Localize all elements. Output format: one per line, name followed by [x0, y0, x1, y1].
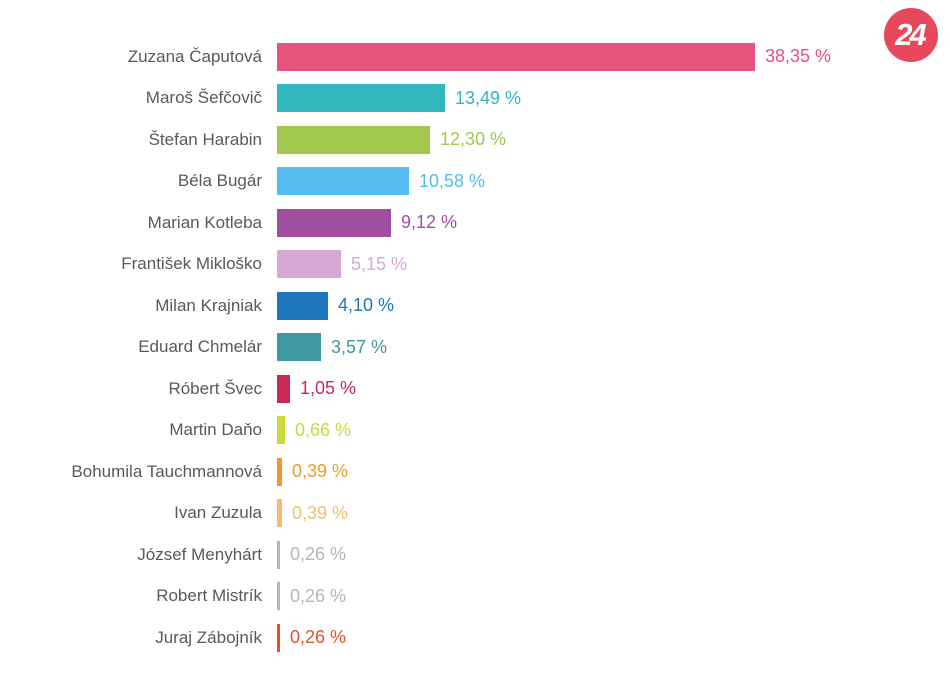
chart-row: Milan Krajniak 4,10 % [0, 285, 950, 327]
candidate-label: Robert Mistrík [156, 586, 262, 606]
bar-cell: 0,66 % [277, 416, 352, 445]
chart-row: Róbert Švec 1,05 % [0, 368, 950, 410]
chart-row: Bohumila Tauchmannová 0,39 % [0, 451, 950, 493]
bar-cell: 0,26 % [277, 540, 347, 569]
bar-cell: 1,05 % [277, 374, 357, 403]
bar-cell: 3,57 % [277, 333, 388, 362]
value-label: 0,66 % [295, 419, 352, 440]
bar [277, 42, 755, 71]
bar-cell: 12,30 % [277, 125, 507, 154]
bar [277, 540, 280, 569]
value-label: 0,39 % [292, 502, 349, 523]
candidate-label: József Menyhárt [137, 544, 262, 564]
value-label: 13,49 % [455, 87, 522, 108]
bar [277, 291, 328, 320]
candidate-label: Béla Bugár [177, 171, 262, 191]
chart-row: Štefan Harabin 12,30 % [0, 119, 950, 161]
candidate-label: Štefan Harabin [148, 129, 262, 149]
bar-chart: Zuzana Čaputová 38,35 % Maroš Šefčovič 13,4… [0, 36, 950, 659]
chart-row: Ivan Zuzula 0,39 % [0, 493, 950, 535]
value-label: 12,30 % [440, 129, 507, 150]
chart-row: Eduard Chmelár 3,57 % [0, 327, 950, 369]
candidate-label: Bohumila Tauchmannová [71, 461, 262, 481]
bar [277, 167, 409, 196]
chart-row: František Mikloško 5,15 % [0, 244, 950, 286]
chart-row: Marian Kotleba 9,12 % [0, 202, 950, 244]
bar [277, 374, 290, 403]
value-label: 0,26 % [290, 544, 347, 565]
candidate-label: Marian Kotleba [147, 212, 262, 232]
value-label: 9,12 % [401, 212, 458, 233]
candidate-label: Milan Krajniak [155, 295, 262, 315]
bar-cell: 38,35 % [277, 42, 832, 71]
chart-row: József Menyhárt 0,26 % [0, 534, 950, 576]
value-label: 0,26 % [290, 627, 347, 648]
candidate-label: Martin Daňo [169, 420, 262, 440]
value-label: 4,10 % [338, 295, 395, 316]
bar-cell: 9,12 % [277, 208, 458, 237]
chart-row: Martin Daňo 0,66 % [0, 410, 950, 452]
candidate-label: Zuzana Čaputová [127, 46, 262, 66]
value-label: 0,39 % [292, 461, 349, 482]
value-label: 3,57 % [331, 336, 388, 357]
bar [277, 499, 282, 528]
bar-cell: 0,39 % [277, 499, 349, 528]
bar [277, 250, 341, 279]
bar-cell: 13,49 % [277, 84, 522, 113]
value-label: 5,15 % [351, 253, 408, 274]
candidate-label: František Mikloško [121, 254, 262, 274]
chart-row: Robert Mistrík 0,26 % [0, 576, 950, 618]
candidate-label: Ivan Zuzula [174, 503, 262, 523]
value-label: 10,58 % [419, 170, 486, 191]
chart-row: Maroš Šefčovič 13,49 % [0, 78, 950, 120]
candidate-label: Eduard Chmelár [138, 337, 262, 357]
chart-row: Béla Bugár 10,58 % [0, 161, 950, 203]
bar-cell: 10,58 % [277, 167, 486, 196]
value-label: 38,35 % [765, 46, 832, 67]
bar [277, 457, 282, 486]
chart-row: Juraj Zábojník 0,26 % [0, 617, 950, 659]
chart-row: Zuzana Čaputová 38,35 % [0, 36, 950, 78]
bar-cell: 0,39 % [277, 457, 349, 486]
bar [277, 125, 430, 154]
bar [277, 333, 321, 362]
logo-text: 24 [895, 17, 927, 52]
candidate-label: Juraj Zábojník [155, 627, 262, 647]
bar-cell: 5,15 % [277, 250, 408, 279]
bar [277, 208, 391, 237]
bar-cell: 0,26 % [277, 582, 347, 611]
candidate-label: Róbert Švec [168, 378, 262, 398]
bar [277, 84, 445, 113]
bar [277, 623, 280, 652]
tv24-logo: 24 [884, 8, 938, 62]
candidate-label: Maroš Šefčovič [145, 88, 262, 108]
bar [277, 582, 280, 611]
bar-cell: 4,10 % [277, 291, 395, 320]
value-label: 0,26 % [290, 585, 347, 606]
value-label: 1,05 % [300, 378, 357, 399]
bar [277, 416, 285, 445]
bar-cell: 0,26 % [277, 623, 347, 652]
